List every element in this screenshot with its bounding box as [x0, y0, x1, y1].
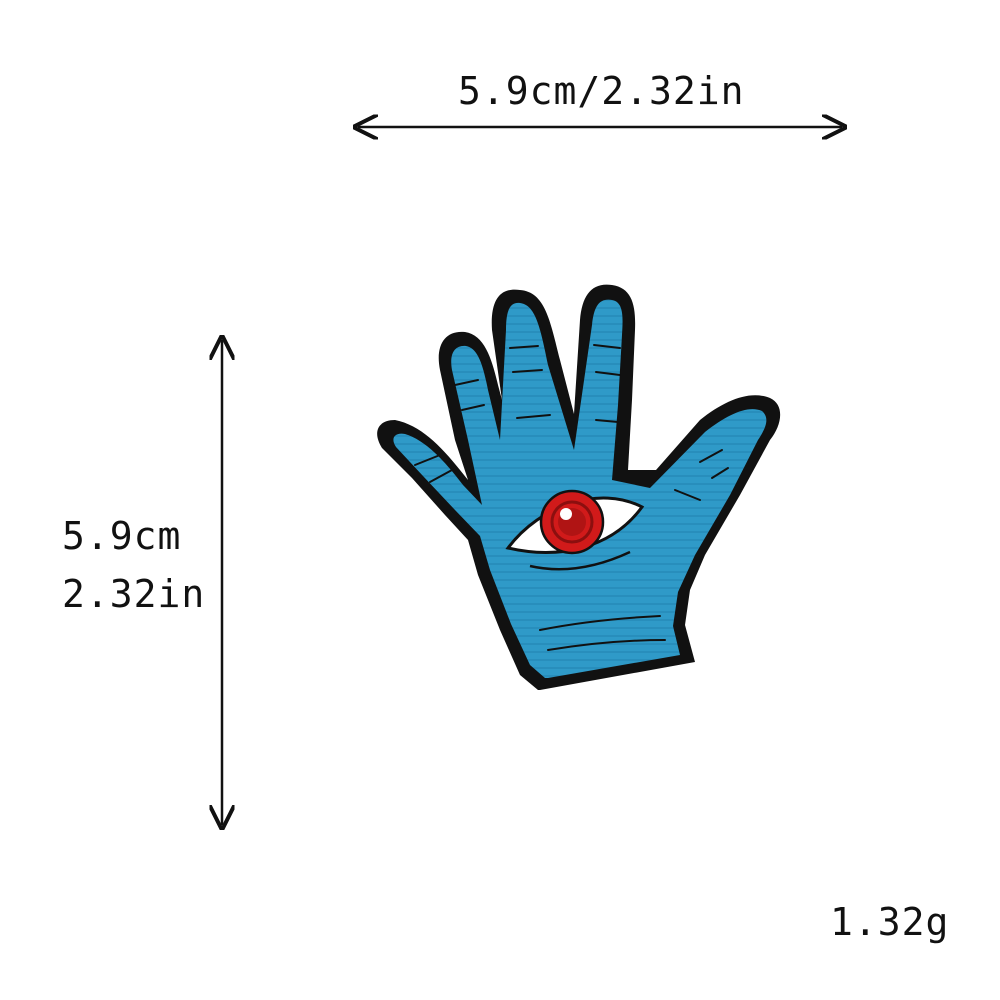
patch-fabric	[393, 299, 767, 678]
height-dimension-label-cm: 5.9cm	[62, 514, 182, 558]
eye-iris-ring	[550, 500, 594, 544]
finger-crease-lines	[414, 344, 729, 651]
eye-highlight	[560, 508, 572, 520]
height-dimension-label-in: 2.32in	[62, 572, 206, 616]
weight-label: 1.32g	[830, 900, 950, 944]
eye	[505, 489, 645, 571]
eye-lid-line	[529, 550, 631, 571]
width-dimension-label: 5.9cm/2.32in	[458, 69, 745, 113]
